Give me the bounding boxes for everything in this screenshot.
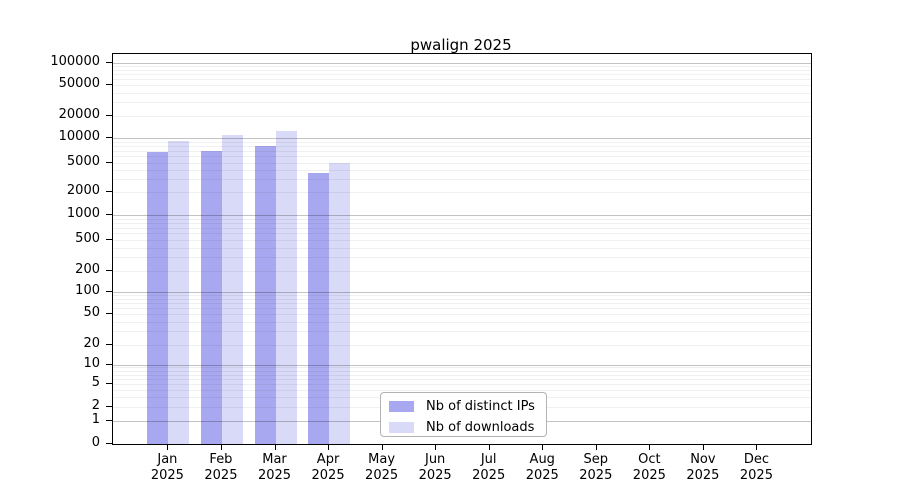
y-tick-mark xyxy=(106,162,112,163)
y-tick-mark xyxy=(106,291,112,292)
x-tick-mark xyxy=(381,444,383,450)
x-tick-label-jun: Jun 2025 xyxy=(418,452,452,483)
x-tick-mark xyxy=(756,444,758,450)
x-tick-mark xyxy=(595,444,597,450)
x-tick-label-sep: Sep 2025 xyxy=(579,452,613,483)
x-tick-label-dec: Dec 2025 xyxy=(739,452,773,483)
y-tick-label: 20000 xyxy=(58,107,100,122)
y-tick-mark xyxy=(106,214,112,215)
x-tick-label-apr: Apr 2025 xyxy=(311,452,345,483)
bar-mar-downloads xyxy=(275,130,297,444)
x-tick-mark xyxy=(435,444,437,450)
y-tick-label: 50 xyxy=(83,305,100,320)
x-tick-label-jan: Jan 2025 xyxy=(150,452,184,483)
y-tick-mark xyxy=(106,137,112,138)
legend-swatch-distinct-ips-icon xyxy=(389,401,414,412)
x-tick-mark xyxy=(167,444,169,450)
x-tick-label-feb: Feb 2025 xyxy=(204,452,238,483)
y-tick-mark xyxy=(106,115,112,116)
x-tick-mark xyxy=(542,444,544,450)
bar-feb-downloads xyxy=(221,134,243,444)
y-tick-mark xyxy=(106,443,112,444)
x-tick-label-jul: Jul 2025 xyxy=(472,452,506,483)
bar-apr-downloads xyxy=(329,163,351,444)
y-tick-label: 5 xyxy=(91,375,100,390)
y-tick-mark xyxy=(106,313,112,314)
x-tick-mark xyxy=(220,444,222,450)
x-tick-mark xyxy=(274,444,276,450)
bar-apr-distinct-ips xyxy=(308,172,330,444)
y-tick-label: 500 xyxy=(75,231,100,246)
chart-title: pwalign 2025 xyxy=(410,36,512,54)
x-tick-label-aug: Aug 2025 xyxy=(525,452,559,483)
legend-entry-downloads: Nb of downloads xyxy=(381,419,546,436)
y-tick-label: 1 xyxy=(91,412,100,427)
plot-area: Nb of distinct IPs Nb of downloads xyxy=(112,53,812,445)
x-tick-mark xyxy=(649,444,651,450)
x-tick-mark xyxy=(488,444,490,450)
y-tick-label: 1000 xyxy=(66,206,100,221)
y-tick-mark xyxy=(106,383,112,384)
y-tick-label: 2 xyxy=(91,398,100,413)
y-tick-mark xyxy=(106,270,112,271)
legend-label-downloads: Nb of downloads xyxy=(426,420,535,435)
y-tick-mark xyxy=(106,406,112,407)
legend-entry-distinct-ips: Nb of distinct IPs xyxy=(381,398,546,415)
y-tick-mark xyxy=(106,420,112,421)
x-tick-label-may: May 2025 xyxy=(365,452,399,483)
bar-feb-distinct-ips xyxy=(200,151,222,444)
y-tick-mark xyxy=(106,61,112,63)
legend-swatch-downloads-icon xyxy=(389,422,414,433)
x-tick-mark xyxy=(328,444,330,450)
bar-jan-downloads xyxy=(168,141,190,444)
y-tick-label: 0 xyxy=(91,435,100,450)
bars-layer xyxy=(113,54,811,444)
y-tick-label: 50000 xyxy=(58,76,100,91)
x-tick-label-mar: Mar 2025 xyxy=(257,452,292,483)
y-tick-mark xyxy=(106,239,112,240)
y-tick-label: 20 xyxy=(83,336,100,351)
x-tick-mark xyxy=(702,444,704,450)
bar-mar-distinct-ips xyxy=(254,145,276,444)
y-tick-label: 10 xyxy=(83,355,100,371)
y-tick-label: 10000 xyxy=(58,129,100,144)
legend-label-distinct-ips: Nb of distinct IPs xyxy=(426,399,535,414)
y-tick-mark xyxy=(106,363,112,365)
y-tick-label: 5000 xyxy=(66,154,100,169)
y-tick-mark xyxy=(106,344,112,345)
y-tick-mark xyxy=(106,84,112,85)
y-tick-label: 2000 xyxy=(66,183,100,198)
y-tick-label: 100 xyxy=(75,283,100,298)
legend: Nb of distinct IPs Nb of downloads xyxy=(380,392,547,437)
y-tick-label: 200 xyxy=(75,262,100,277)
x-tick-label-oct: Oct 2025 xyxy=(632,452,666,483)
y-tick-mark xyxy=(106,191,112,192)
x-tick-label-nov: Nov 2025 xyxy=(686,452,720,483)
y-tick-label: 100000 xyxy=(50,53,100,69)
bar-jan-distinct-ips xyxy=(147,151,169,444)
